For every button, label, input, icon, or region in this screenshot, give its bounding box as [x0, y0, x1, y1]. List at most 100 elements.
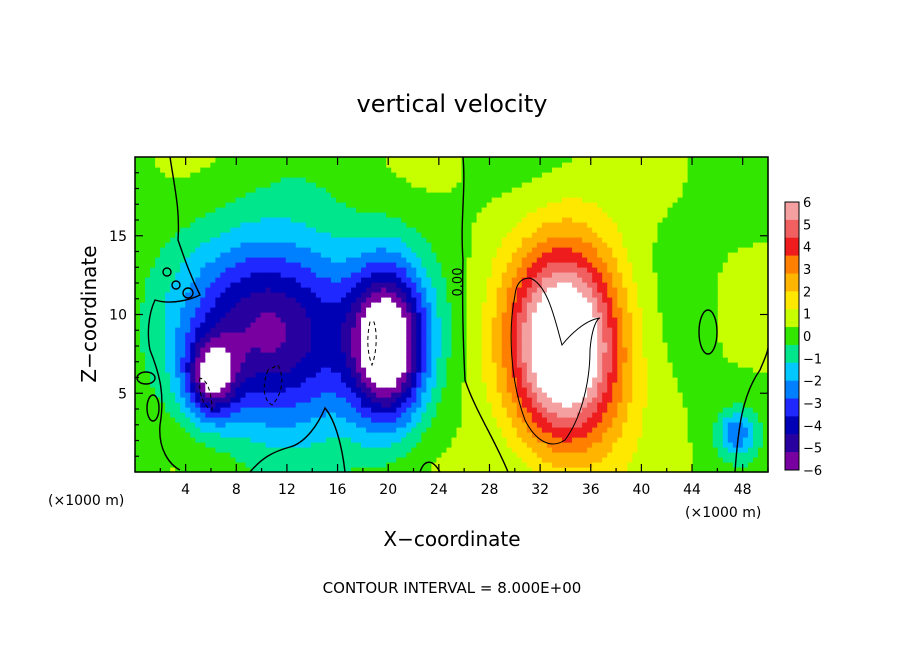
- field-cell: [506, 362, 513, 368]
- field-cell: [366, 332, 372, 338]
- field-cell: [150, 297, 156, 303]
- field-cell: [230, 362, 237, 368]
- field-cell: [441, 377, 448, 383]
- field-cell: [230, 197, 237, 203]
- field-cell: [210, 442, 216, 448]
- field-cell: [406, 302, 412, 308]
- field-cell: [396, 457, 402, 463]
- field-cell: [140, 337, 146, 343]
- field-cell: [396, 312, 402, 318]
- field-cell: [330, 332, 337, 338]
- field-cell: [180, 302, 186, 308]
- field-cell: [516, 207, 523, 213]
- field-cell: [315, 222, 322, 228]
- field-cell: [396, 227, 402, 233]
- field-cell: [381, 282, 387, 288]
- field-cell: [265, 242, 272, 248]
- field-cell: [190, 157, 196, 163]
- field-cell: [481, 247, 488, 253]
- field-cell: [170, 367, 176, 373]
- field-cell: [305, 267, 312, 273]
- field-cell: [265, 272, 272, 278]
- field-cell: [295, 407, 302, 413]
- field-cell: [531, 397, 538, 403]
- field-cell: [330, 447, 337, 453]
- field-cell: [486, 417, 493, 423]
- field-cell: [411, 432, 417, 438]
- field-cell: [285, 262, 292, 268]
- field-cell: [200, 267, 206, 273]
- field-cell: [391, 277, 397, 283]
- field-cell: [371, 282, 377, 288]
- field-cell: [381, 322, 387, 328]
- field-cell: [436, 262, 443, 268]
- field-cell: [235, 247, 242, 253]
- field-cell: [340, 262, 347, 268]
- field-cell: [481, 162, 488, 168]
- field-cell: [516, 337, 523, 343]
- field-cell: [175, 467, 181, 473]
- field-cell: [340, 382, 347, 388]
- field-cell: [346, 352, 352, 358]
- field-cell: [391, 377, 397, 383]
- field-cell: [356, 367, 362, 373]
- field-cell: [476, 322, 483, 328]
- field-cell: [330, 172, 337, 178]
- field-cell: [371, 462, 377, 468]
- field-cell: [295, 212, 302, 218]
- field-cell: [260, 417, 267, 423]
- field-cell: [406, 412, 412, 418]
- field-cell: [325, 212, 332, 218]
- field-cell: [290, 322, 297, 328]
- field-cell: [300, 317, 307, 323]
- field-cell: [145, 192, 151, 198]
- field-cell: [320, 402, 327, 408]
- field-cell: [356, 327, 362, 333]
- field-cell: [366, 357, 372, 363]
- field-cell: [521, 177, 528, 183]
- field-cell: [446, 437, 453, 443]
- field-cell: [361, 457, 367, 463]
- field-cell: [486, 292, 493, 298]
- field-cell: [235, 297, 242, 303]
- field-cell: [351, 247, 357, 253]
- field-cell: [290, 292, 297, 298]
- field-cell: [225, 192, 232, 198]
- field-cell: [280, 342, 287, 348]
- field-cell: [371, 442, 377, 448]
- field-cell: [240, 287, 247, 293]
- field-cell: [175, 202, 181, 208]
- field-cell: [335, 357, 342, 363]
- field-cell: [461, 317, 468, 323]
- field-cell: [330, 247, 337, 253]
- field-cell: [391, 462, 397, 468]
- field-cell: [426, 342, 432, 348]
- field-cell: [155, 462, 161, 468]
- field-cell: [275, 407, 282, 413]
- field-cell: [406, 217, 412, 223]
- field-cell: [431, 367, 438, 373]
- field-cell: [386, 187, 392, 193]
- field-cell: [521, 332, 528, 338]
- field-cell: [436, 217, 443, 223]
- field-cell: [305, 312, 312, 318]
- field-cell: [376, 232, 382, 238]
- field-cell: [325, 387, 332, 393]
- field-cell: [371, 322, 377, 328]
- field-cell: [486, 337, 493, 343]
- field-cell: [346, 167, 352, 173]
- field-cell: [210, 332, 216, 338]
- field-cell: [280, 202, 287, 208]
- field-cell: [340, 377, 347, 383]
- field-cell: [406, 422, 412, 428]
- field-cell: [411, 367, 417, 373]
- field-cell: [320, 447, 327, 453]
- field-cell: [416, 462, 422, 468]
- field-cell: [295, 302, 302, 308]
- field-cell: [255, 192, 262, 198]
- field-cell: [280, 337, 287, 343]
- field-cell: [491, 337, 498, 343]
- field-cell: [461, 342, 468, 348]
- field-cell: [225, 272, 232, 278]
- field-cell: [140, 382, 146, 388]
